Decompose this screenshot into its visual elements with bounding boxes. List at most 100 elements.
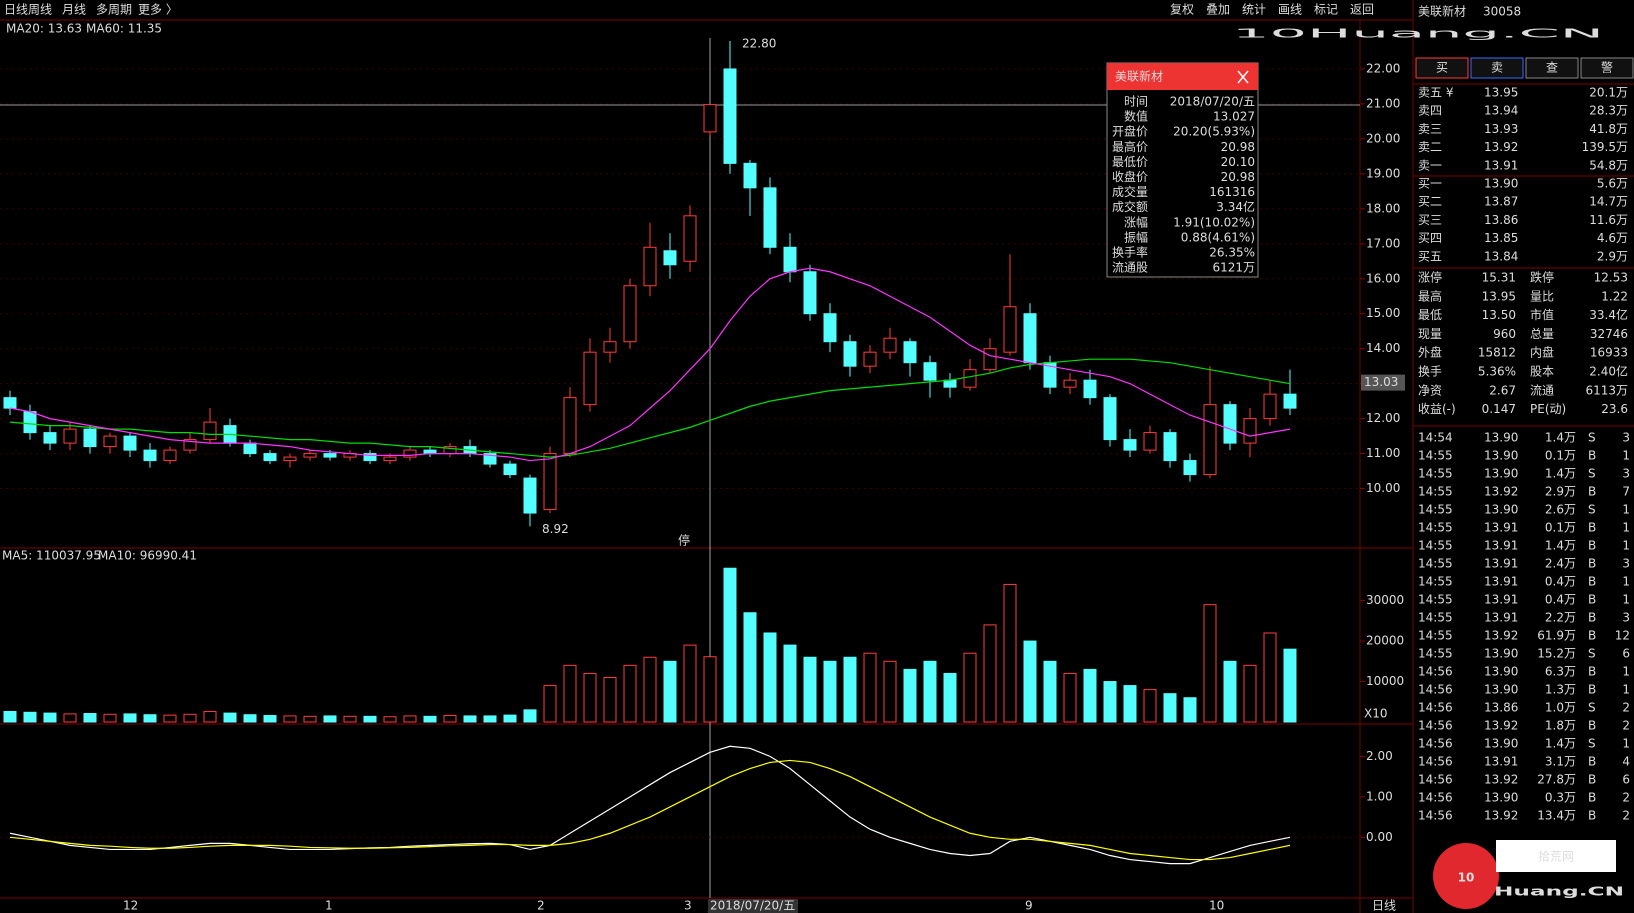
book-label: 买二 <box>1418 195 1442 209</box>
tick-side: B <box>1588 683 1596 697</box>
menu-item[interactable]: 月线 <box>62 3 86 17</box>
tick-time: 14:56 <box>1418 683 1453 697</box>
tooltip-value: 6121万 <box>1212 261 1255 275</box>
book-label: 卖一 <box>1418 158 1442 172</box>
candle-body <box>883 337 897 353</box>
menu-item[interactable]: 更多 〉 <box>138 3 178 17</box>
candle-body <box>63 428 77 444</box>
volume-bar <box>1003 583 1017 723</box>
tick-time: 14:56 <box>1418 701 1453 715</box>
tooltip-label: 数值 <box>1124 109 1148 124</box>
x-tick-label: 12 <box>123 899 138 913</box>
book-label: 卖五 ¥ <box>1418 86 1454 100</box>
tick-price: 13.92 <box>1484 629 1518 643</box>
tick-count: 1 <box>1622 503 1630 517</box>
vol-legend: MA10: 96990.41 <box>98 549 197 563</box>
y-tick-label: 19.00 <box>1366 166 1400 180</box>
candle-body <box>383 456 397 462</box>
candle-body <box>1103 397 1117 441</box>
toolbar-item[interactable]: 标记 <box>1314 3 1338 17</box>
book-price: 13.93 <box>1484 122 1518 136</box>
candle-body <box>403 449 417 458</box>
tick-volume: 0.1万 <box>1545 521 1576 535</box>
stock-name: 美联新材 <box>1418 4 1466 19</box>
trade-button-label[interactable]: 买 <box>1436 61 1448 75</box>
toolbar-item[interactable]: 画线 <box>1278 3 1302 17</box>
toolbar-item[interactable]: 复权 <box>1170 3 1194 17</box>
trade-button[interactable] <box>1525 57 1579 79</box>
book-volume: 2.9万 <box>1597 249 1628 263</box>
volume-bar <box>323 715 337 723</box>
book-price: 13.84 <box>1484 249 1518 263</box>
tick-count: 3 <box>1622 611 1630 625</box>
tick-time: 14:55 <box>1418 611 1453 625</box>
toolbar-item[interactable]: 叠加 <box>1206 3 1230 17</box>
tooltip-title: 美联新材 <box>1115 69 1163 84</box>
stat-label: 流通 <box>1530 383 1554 397</box>
candle-body <box>923 362 937 381</box>
x-tick-label: 10 <box>1209 899 1224 913</box>
candle-body <box>1283 393 1297 409</box>
tick-time: 14:54 <box>1418 431 1453 445</box>
candle-body <box>123 435 137 451</box>
stat-label: 最高 <box>1418 288 1442 303</box>
ma20-line <box>9 267 1291 462</box>
tick-volume: 1.3万 <box>1545 683 1576 697</box>
trade-button-label[interactable]: 查 <box>1546 61 1558 75</box>
menu-item[interactable]: 多周期 <box>96 3 132 17</box>
tick-volume: 0.3万 <box>1545 791 1576 805</box>
volume-bar <box>1043 660 1057 723</box>
trade-button-label[interactable]: 警 <box>1601 60 1613 75</box>
volume-bar <box>963 652 977 723</box>
tooltip-close[interactable] <box>1237 70 1249 84</box>
candle-body <box>203 421 217 441</box>
volume-bar <box>203 710 217 723</box>
stat-label: 量比 <box>1530 289 1554 303</box>
book-label: 卖三 <box>1418 122 1442 136</box>
book-label: 买三 <box>1418 213 1442 227</box>
book-volume: 11.6万 <box>1589 213 1628 227</box>
volume-bar <box>803 656 817 723</box>
toolbar-item[interactable]: 统计 <box>1242 3 1266 17</box>
book-price: 13.90 <box>1484 177 1518 191</box>
candle-body <box>783 246 797 273</box>
date-tag <box>708 899 798 913</box>
tick-side: B <box>1588 539 1596 553</box>
menu-item[interactable]: 日线 <box>4 3 28 17</box>
trade-button-label[interactable]: 卖 <box>1491 61 1503 75</box>
candle-body <box>843 341 857 367</box>
tooltip-value: 2018/07/20/五 <box>1170 95 1255 109</box>
candle-body <box>743 162 757 189</box>
y-tick-label: 1.00 <box>1366 789 1393 803</box>
volume-bar <box>263 715 277 723</box>
volume-bar <box>83 713 97 723</box>
tick-count: 4 <box>1622 755 1630 769</box>
candle-body <box>283 456 297 462</box>
menu-item[interactable]: 周线 <box>28 3 52 17</box>
tick-volume: 0.4万 <box>1545 575 1576 589</box>
volume-bar <box>543 685 557 723</box>
stat-value: 23.6 <box>1601 402 1628 416</box>
trade-button[interactable] <box>1580 57 1634 79</box>
tick-volume: 1.4万 <box>1545 737 1576 751</box>
tooltip-box <box>1106 62 1259 278</box>
tick-count: 1 <box>1622 665 1630 679</box>
tick-side: B <box>1588 629 1596 643</box>
volume-bar <box>583 672 597 723</box>
y-tick-label: 10.00 <box>1366 481 1400 495</box>
toolbar-item[interactable]: 返回 <box>1350 3 1374 17</box>
trade-button[interactable] <box>1415 57 1469 79</box>
tick-price: 13.92 <box>1484 719 1518 733</box>
logo-circle <box>1433 843 1499 909</box>
volume-bar <box>63 713 77 723</box>
tick-price: 13.92 <box>1484 809 1518 823</box>
y-tick-label: 30000 <box>1366 593 1404 607</box>
tooltip-value: 20.20(5.93%) <box>1173 125 1255 139</box>
volume-bar <box>1063 672 1077 723</box>
candle-body <box>1243 418 1257 444</box>
trade-button[interactable] <box>1470 57 1524 79</box>
stat-value: 15812 <box>1478 346 1516 360</box>
tick-side: S <box>1588 701 1596 715</box>
volume-bar <box>623 664 637 723</box>
candle-body <box>643 246 657 287</box>
